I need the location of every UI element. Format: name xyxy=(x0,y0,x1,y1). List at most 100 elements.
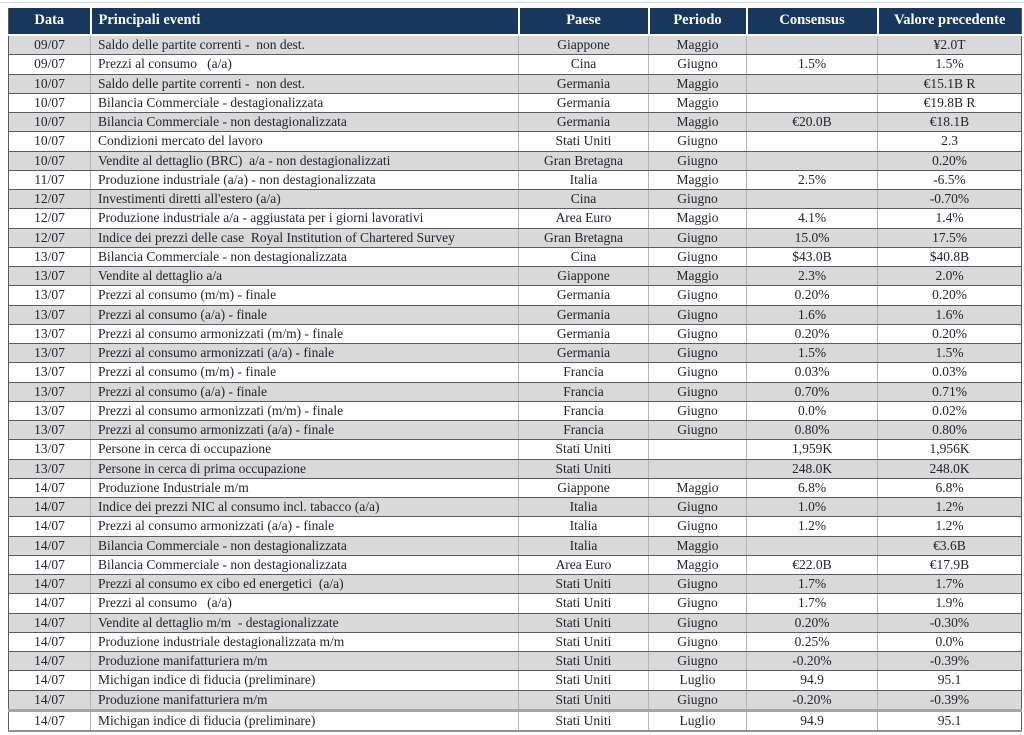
event-date-cell: 14/07 xyxy=(8,651,91,672)
table-row: 10/07 Bilancia Commerciale - destagional… xyxy=(8,93,1022,114)
event-previous-cell: 0.20% xyxy=(877,324,1022,345)
event-previous-cell: 0.20% xyxy=(877,151,1022,171)
event-consensus-cell xyxy=(746,131,878,152)
table-row: 13/07 Vendite al dettaglio a/a Giappone … xyxy=(8,266,1022,287)
event-period-cell xyxy=(648,459,747,479)
event-name-cell: Prezzi al consumo (m/m) - finale xyxy=(90,285,519,306)
event-country-cell: Giappone xyxy=(518,35,649,56)
event-date-cell: 13/07 xyxy=(8,305,91,325)
event-consensus-cell: $43.0B xyxy=(746,247,878,268)
event-country-cell: Giappone xyxy=(518,266,649,287)
event-consensus-cell: €22.0B xyxy=(746,555,878,576)
event-country-cell: Germania xyxy=(518,343,649,364)
event-country-cell: Francia xyxy=(518,420,649,441)
event-date-cell: 14/07 xyxy=(8,690,91,711)
event-date-cell: 13/07 xyxy=(8,362,91,383)
event-date-cell: 12/07 xyxy=(8,189,91,210)
table-row: 10/07 Saldo delle partite correnti - non… xyxy=(8,74,1022,94)
event-date-cell: 13/07 xyxy=(8,439,91,460)
event-period-cell: Maggio xyxy=(648,170,747,191)
event-period-cell: Maggio xyxy=(648,266,747,287)
event-country-cell: Germania xyxy=(518,324,649,345)
table-row: 09/07 Prezzi al consumo (a/a) Cina Giugn… xyxy=(8,54,1022,75)
event-period-cell: Luglio xyxy=(648,708,747,732)
event-consensus-cell: 94.9 xyxy=(746,670,878,691)
event-previous-cell: 1,956K xyxy=(877,439,1022,460)
event-period-cell: Giugno xyxy=(648,131,747,152)
event-period-cell: Maggio xyxy=(648,555,747,576)
event-country-cell: Stati Uniti xyxy=(518,708,649,732)
event-date-cell: 14/07 xyxy=(8,536,91,556)
event-name-cell: Produzione manifatturiera m/m xyxy=(90,651,519,672)
event-country-cell: Gran Bretagna xyxy=(518,228,649,248)
event-consensus-cell: 2.5% xyxy=(746,170,878,191)
event-country-cell: Cina xyxy=(518,247,649,268)
event-country-cell: Stati Uniti xyxy=(518,651,649,672)
event-consensus-cell: 0.25% xyxy=(746,632,878,653)
event-consensus-cell xyxy=(746,151,878,171)
event-country-cell: Stati Uniti xyxy=(518,670,649,691)
table-row: 13/07 Prezzi al consumo (a/a) - finale G… xyxy=(8,305,1022,325)
table-row: 14/07 Prezzi al consumo (a/a) Stati Unit… xyxy=(8,593,1022,614)
event-name-cell: Prezzi al consumo armonizzati (a/a) - fi… xyxy=(90,343,519,364)
event-consensus-cell: 1.7% xyxy=(746,574,878,595)
event-period-cell: Giugno xyxy=(648,401,747,422)
table-row: 12/07 Indice dei prezzi delle case Royal… xyxy=(8,228,1022,248)
table-row: 13/07 Persone in cerca di occupazione St… xyxy=(8,439,1022,460)
event-consensus-cell: 15.0% xyxy=(746,228,878,248)
event-name-cell: Bilancia Commerciale - non destagionaliz… xyxy=(90,555,519,576)
event-previous-cell: 1.2% xyxy=(877,516,1022,537)
event-country-cell: Giappone xyxy=(518,478,649,499)
column-header-previous: Valore precedente xyxy=(877,8,1022,36)
event-period-cell: Giugno xyxy=(648,613,747,633)
event-previous-cell: €17.9B xyxy=(877,555,1022,576)
event-country-cell: Germania xyxy=(518,285,649,306)
event-name-cell: Bilancia Commerciale - non destagionaliz… xyxy=(90,536,519,556)
event-previous-cell: 0.0% xyxy=(877,632,1022,653)
event-country-cell: Cina xyxy=(518,189,649,210)
table-header-row: Data Principali eventi Paese Periodo Con… xyxy=(8,8,1022,36)
event-name-cell: Bilancia Commerciale - destagionalizzata xyxy=(90,93,519,114)
event-country-cell: Stati Uniti xyxy=(518,131,649,152)
event-consensus-cell: 1.6% xyxy=(746,305,878,325)
event-consensus-cell: 1.5% xyxy=(746,343,878,364)
event-date-cell: 14/07 xyxy=(8,708,91,732)
event-period-cell: Giugno xyxy=(648,632,747,653)
event-date-cell: 10/07 xyxy=(8,93,91,114)
event-period-cell: Giugno xyxy=(648,574,747,595)
event-country-cell: Area Euro xyxy=(518,555,649,576)
event-date-cell: 13/07 xyxy=(8,285,91,306)
event-previous-cell: 0.20% xyxy=(877,285,1022,306)
event-date-cell: 13/07 xyxy=(8,459,91,479)
event-country-cell: Stati Uniti xyxy=(518,574,649,595)
event-country-cell: Italia xyxy=(518,170,649,191)
event-country-cell: Cina xyxy=(518,54,649,75)
column-header-consensus: Consensus xyxy=(746,8,879,36)
event-period-cell: Giugno xyxy=(648,324,747,345)
event-country-cell: Stati Uniti xyxy=(518,632,649,653)
event-country-cell: Germania xyxy=(518,74,649,94)
event-name-cell: Vendite al dettaglio (BRC) a/a - non des… xyxy=(90,151,519,171)
event-consensus-cell: 1.2% xyxy=(746,516,878,537)
table-row: 13/07 Prezzi al consumo armonizzati (m/m… xyxy=(8,324,1022,345)
column-header-event: Principali eventi xyxy=(90,8,520,36)
event-name-cell: Indice dei prezzi NIC al consumo incl. t… xyxy=(90,497,519,518)
event-date-cell: 14/07 xyxy=(8,593,91,614)
event-period-cell: Luglio xyxy=(648,670,747,691)
event-date-cell: 11/07 xyxy=(8,170,91,191)
table-row: 14/07 Produzione manifatturiera m/m Stat… xyxy=(8,690,1022,711)
event-date-cell: 13/07 xyxy=(8,420,91,441)
event-country-cell: Italia xyxy=(518,516,649,537)
event-country-cell: Stati Uniti xyxy=(518,593,649,614)
event-date-cell: 12/07 xyxy=(8,228,91,248)
event-name-cell: Persone in cerca di prima occupazione xyxy=(90,459,519,479)
event-date-cell: 14/07 xyxy=(8,555,91,576)
event-previous-cell: 1.7% xyxy=(877,574,1022,595)
event-date-cell: 10/07 xyxy=(8,112,91,133)
event-name-cell: Michigan indice di fiducia (preliminare) xyxy=(90,708,519,732)
event-name-cell: Condizioni mercato del lavoro xyxy=(90,131,519,152)
event-consensus-cell: 0.20% xyxy=(746,285,878,306)
event-previous-cell: $40.8B xyxy=(877,247,1022,268)
event-consensus-cell: 2.3% xyxy=(746,266,878,287)
